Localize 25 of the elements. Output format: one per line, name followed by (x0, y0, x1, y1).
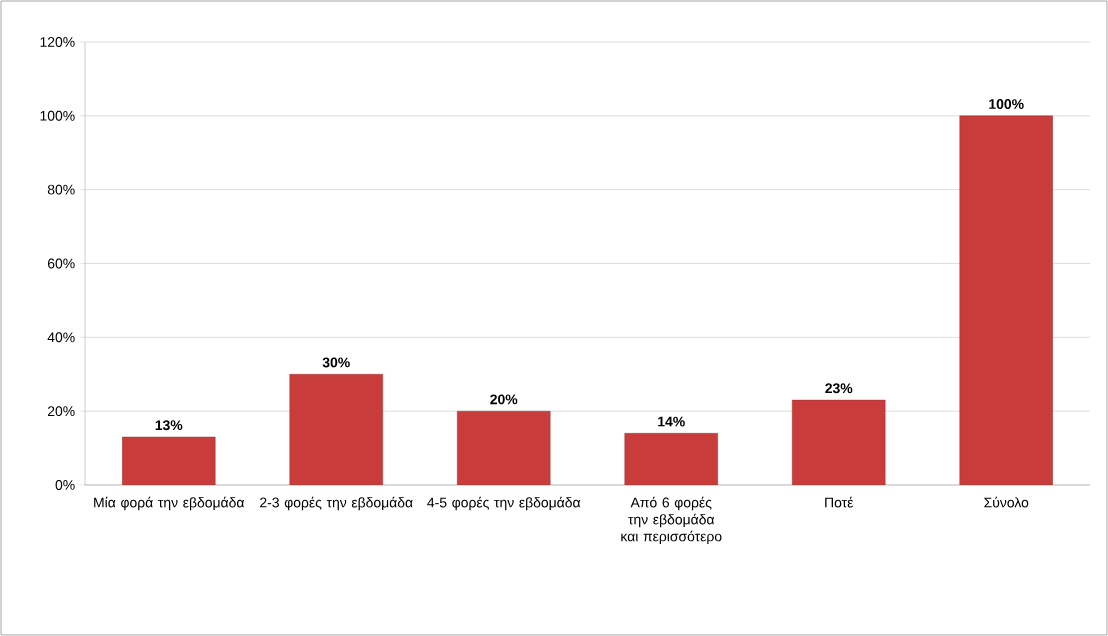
y-tick-label: 100% (40, 110, 75, 121)
bar (122, 436, 216, 485)
y-tick-label: 60% (47, 258, 75, 269)
x-tick-label: 2-3 φορές την εβδομάδα (260, 496, 413, 511)
data-label: 20% (490, 394, 518, 405)
data-label: 30% (322, 357, 350, 368)
y-tick-label: 20% (47, 406, 75, 417)
y-tick-label: 0% (55, 480, 75, 490)
bar (792, 399, 886, 485)
data-label: 100% (989, 99, 1024, 109)
x-tick-label: Σύνολο (984, 496, 1029, 508)
data-label: 14% (658, 416, 685, 427)
bar (289, 374, 383, 485)
x-tick-label: Από 6 φορές την εβδομάδα και περισσότερο (621, 496, 722, 545)
x-tick-label: Μία φορά την εβδομάδα (94, 496, 245, 511)
y-tick-label: 120% (40, 37, 75, 47)
bar (624, 433, 718, 485)
bar (959, 115, 1053, 485)
y-tick-label: 40% (47, 332, 75, 343)
data-label: 13% (155, 420, 183, 431)
x-tick-label: Ποτέ (825, 496, 854, 508)
bar (457, 410, 551, 485)
x-tick-label: 4-5 φορές την εβδομάδα (427, 496, 581, 511)
y-tick-label: 80% (47, 184, 75, 195)
data-label: 23% (825, 383, 853, 394)
